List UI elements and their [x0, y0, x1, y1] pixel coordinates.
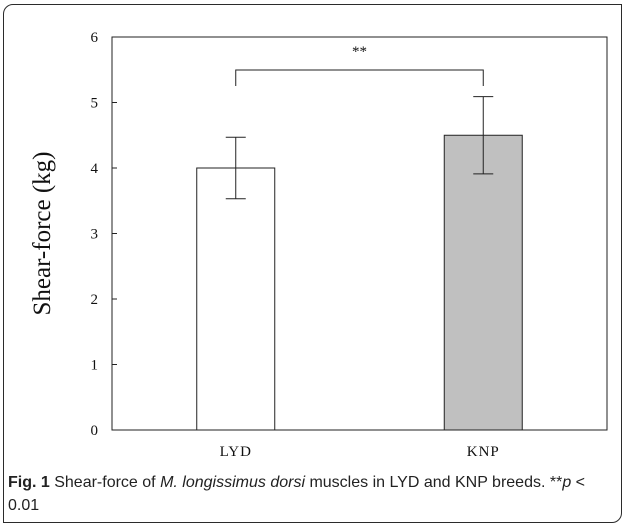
y-tick-label: 6: [91, 30, 99, 46]
figure-frame: [3, 4, 622, 523]
caption-label: Fig. 1: [8, 474, 50, 491]
bars: [196, 134, 523, 431]
bar-knp: [443, 134, 523, 431]
y-tick-label: 2: [91, 292, 99, 308]
y-tick-label: 1: [91, 358, 99, 374]
figure-caption: Fig. 1 Shear-force of M. longissimus dor…: [8, 471, 614, 517]
caption-species: M. longissimus dorsi: [160, 474, 305, 491]
error-bars: [225, 96, 494, 200]
x-tick-label-lyd: LYD: [220, 444, 252, 460]
y-axis-label: Shear-force (kg): [29, 152, 56, 316]
y-axis-ticks: 0 1 2 3 4 5 6: [91, 30, 117, 439]
caption-text-3: < 0.01: [8, 474, 586, 514]
caption-text-2: muscles in LYD and KNP breeds. **: [305, 474, 563, 491]
bar-lyd: [196, 167, 276, 431]
significance-bracket: [235, 69, 484, 86]
y-tick-label: 4: [91, 161, 99, 177]
y-tick-label: 5: [91, 96, 99, 112]
caption-text-1: Shear-force of: [49, 474, 161, 491]
x-tick-label-knp: KNP: [467, 444, 500, 460]
caption-p-symbol: p: [562, 474, 572, 491]
bar-chart: 0 1 2 3 4 5 6 LYD KNP ** Shear-force (kg): [29, 30, 608, 460]
x-axis-labels: LYD KNP: [220, 444, 500, 460]
y-tick-label: 0: [91, 423, 99, 439]
significance-label: **: [352, 44, 367, 60]
plot-area: [111, 36, 608, 431]
y-tick-label: 3: [91, 227, 99, 243]
